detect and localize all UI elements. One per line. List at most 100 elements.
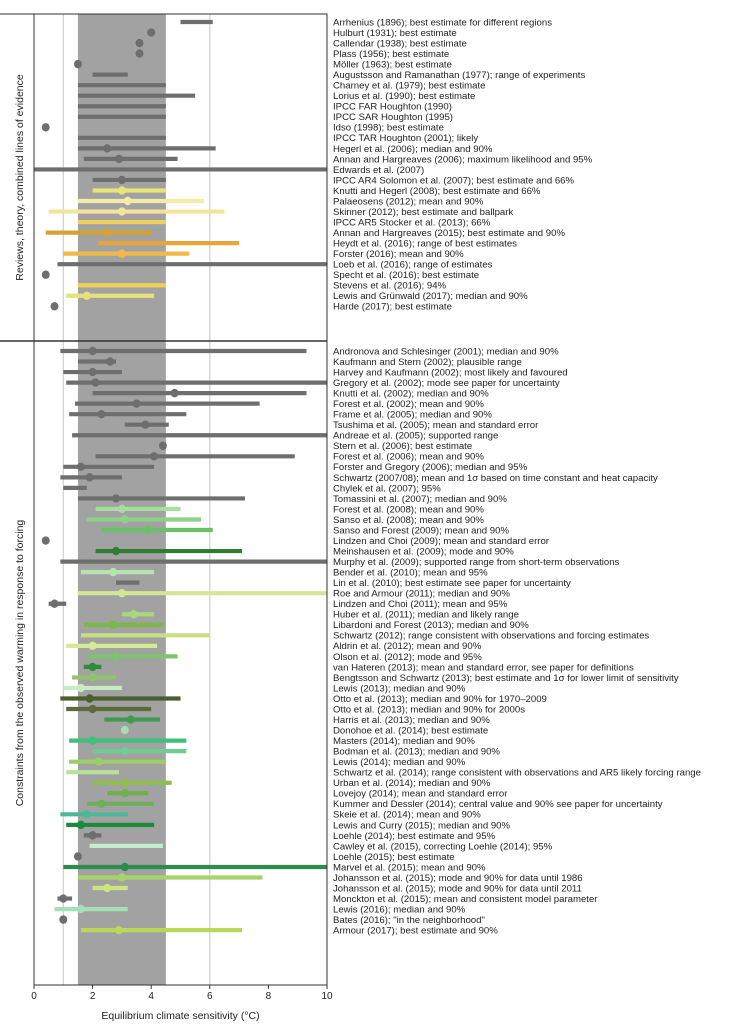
best-estimate-dot xyxy=(112,652,121,661)
x-tick-label: 0 xyxy=(31,991,37,1002)
row-label: Chylek et al. (2007); 95% xyxy=(333,483,441,494)
best-estimate-dot xyxy=(106,357,115,366)
row-label: Lin et al. (2010); best estimate see pap… xyxy=(333,578,571,589)
x-tick-label: 2 xyxy=(90,991,96,1002)
row-label: Monckton et al. (2015); mean and consist… xyxy=(333,894,598,905)
best-estimate-dot xyxy=(85,473,94,482)
best-estimate-dot xyxy=(88,367,97,377)
row-label: Andreae et al. (2005); supported range xyxy=(333,431,498,442)
row-label: IPCC FAR Houghton (1990) xyxy=(333,102,452,113)
row-label: Johansson et al. (2015); mode and 90% fo… xyxy=(333,873,583,884)
best-estimate-dot xyxy=(88,346,97,356)
best-estimate-dot xyxy=(103,228,112,237)
row-label: IPCC AR4 Solomon et al. (2007); best est… xyxy=(333,175,575,186)
row-labels-layer: Arrhenius (1896); best estimate for diff… xyxy=(14,17,701,936)
row-label: Schwartz (2012); range consistent with o… xyxy=(333,631,649,642)
row-label: Stevens et al. (2016); 94% xyxy=(333,281,447,292)
best-estimate-dot xyxy=(135,49,144,58)
best-estimate-dot xyxy=(91,378,100,387)
best-estimate-dot xyxy=(141,420,150,429)
row-label: Roe and Armour (2011); median and 90% xyxy=(333,589,510,600)
row-label: Charney et al. (1979); best estimate xyxy=(333,81,486,92)
best-estimate-dot xyxy=(94,757,103,766)
row-label: Möller (1963); best estimate xyxy=(333,60,452,71)
row-label: Tomassini et al. (2007); median and 90% xyxy=(333,494,507,505)
row-label: Forster (2016); mean and 90% xyxy=(333,249,464,260)
row-label: Hulburt (1931); best estimate xyxy=(333,28,457,39)
row-label: IPCC SAR Houghton (1995) xyxy=(333,112,453,123)
row-label: Lewis and Grünwald (2017); median and 90… xyxy=(333,291,528,302)
row-label: Idso (1998); best estimate xyxy=(333,123,444,134)
best-estimate-dot xyxy=(129,610,138,619)
x-tick-label: 4 xyxy=(148,991,154,1002)
best-estimate-dot xyxy=(170,388,179,398)
best-estimate-dot xyxy=(117,186,126,195)
row-label: Lewis (2013); median and 90% xyxy=(333,683,466,694)
row-label: Harvey and Kaufmann (2002); most likely … xyxy=(333,367,568,378)
row-label: Tsushima et al. (2005); mean and standar… xyxy=(333,420,539,431)
row-label: Heydt et al. (2016); range of best estim… xyxy=(333,239,517,250)
best-estimate-dot xyxy=(41,536,50,545)
best-estimate-dot xyxy=(73,852,82,861)
best-estimate-dot xyxy=(97,799,106,808)
row-label: Edwards et al. (2007) xyxy=(333,165,424,176)
row-label: Annan and Hargreaves (2015); best estima… xyxy=(333,228,565,239)
row-label: Knutti and Hegerl (2008); best estimate … xyxy=(333,186,541,197)
row-label: Specht et al. (2016); best estimate xyxy=(333,270,479,281)
best-estimate-dot xyxy=(120,862,129,872)
best-estimate-dot xyxy=(50,599,59,608)
best-estimate-dot xyxy=(126,715,135,724)
x-tick-label: 10 xyxy=(321,991,333,1002)
best-estimate-dot xyxy=(103,144,112,153)
best-estimate-dot xyxy=(82,810,91,819)
row-label: Kaufmann and Stern (2002); plausible ran… xyxy=(333,357,522,368)
row-label: Palaeosens (2012); mean and 90% xyxy=(333,196,484,207)
row-label: van Hateren (2013); mean and standard er… xyxy=(333,662,634,673)
row-label: Murphy et al. (2009); supported range fr… xyxy=(333,557,620,568)
panel-label-reviews: Reviews, theory, combined lines of evide… xyxy=(14,74,26,281)
row-label: Lewis and Curry (2015); median and 90% xyxy=(333,820,511,831)
row-label: Annan and Hargreaves (2006); maximum lik… xyxy=(333,154,593,165)
best-estimate-dot xyxy=(112,546,121,556)
row-label: Bates (2016); "in the neighborhood" xyxy=(333,915,485,926)
best-estimate-dot xyxy=(117,207,126,216)
row-label: Urban et al. (2014); median and 90% xyxy=(333,778,491,789)
best-estimate-dot xyxy=(76,462,85,472)
range-bars-layer xyxy=(34,19,327,935)
row-label: Forest et al. (2002); mean and 90% xyxy=(333,399,484,410)
x-tick-label: 8 xyxy=(266,991,272,1002)
best-estimate-dot xyxy=(120,515,129,524)
best-estimate-dot xyxy=(117,175,126,185)
row-label: Kummer and Dessler (2014); central value… xyxy=(333,799,663,810)
row-label: Lewis (2016); median and 90% xyxy=(333,904,466,915)
row-label: Stern et al. (2006); best estimate xyxy=(333,441,472,452)
best-estimate-dot xyxy=(41,123,50,132)
row-label: Sanso et al. (2008); mean and 90% xyxy=(333,515,484,526)
best-estimate-dot xyxy=(117,873,126,882)
best-estimate-dot xyxy=(144,525,153,535)
row-label: Hegerl et al. (2006); median and 90% xyxy=(333,144,493,155)
row-label: Loehle (2015); best estimate xyxy=(333,852,455,863)
best-estimate-dot xyxy=(59,894,68,903)
row-label: Sanso and Forest (2009); mean and 90% xyxy=(333,525,509,536)
row-label: IPCC TAR Houghton (2001); likely xyxy=(333,133,478,144)
best-estimate-dot xyxy=(88,736,97,745)
best-estimate-dot xyxy=(76,683,85,693)
row-label: Augustsson and Ramanathan (1977); range … xyxy=(333,70,585,81)
best-estimate-dot xyxy=(132,399,141,408)
row-label: Libardoni and Forest (2013); median and … xyxy=(333,620,529,631)
x-axis-title: Equilibrium climate sensitivity (°C) xyxy=(101,1010,259,1022)
row-label: Forster and Gregory (2006); median and 9… xyxy=(333,462,528,473)
row-label: Callendar (1938); best estimate xyxy=(333,38,467,49)
best-estimate-dot xyxy=(88,673,97,682)
best-estimate-dot xyxy=(59,915,68,924)
best-estimate-dot xyxy=(120,778,129,787)
row-label: Masters (2014); median and 90% xyxy=(333,736,475,747)
row-label: Forest et al. (2006); mean and 90% xyxy=(333,452,484,463)
row-label: Meinshausen et al. (2009); mode and 90% xyxy=(333,546,514,557)
row-label: Bengtsson and Schwartz (2013); best esti… xyxy=(333,673,679,684)
best-estimate-dot xyxy=(109,567,118,577)
row-label: Armour (2017); best estimate and 90% xyxy=(333,926,498,937)
best-estimate-dot xyxy=(114,925,123,935)
